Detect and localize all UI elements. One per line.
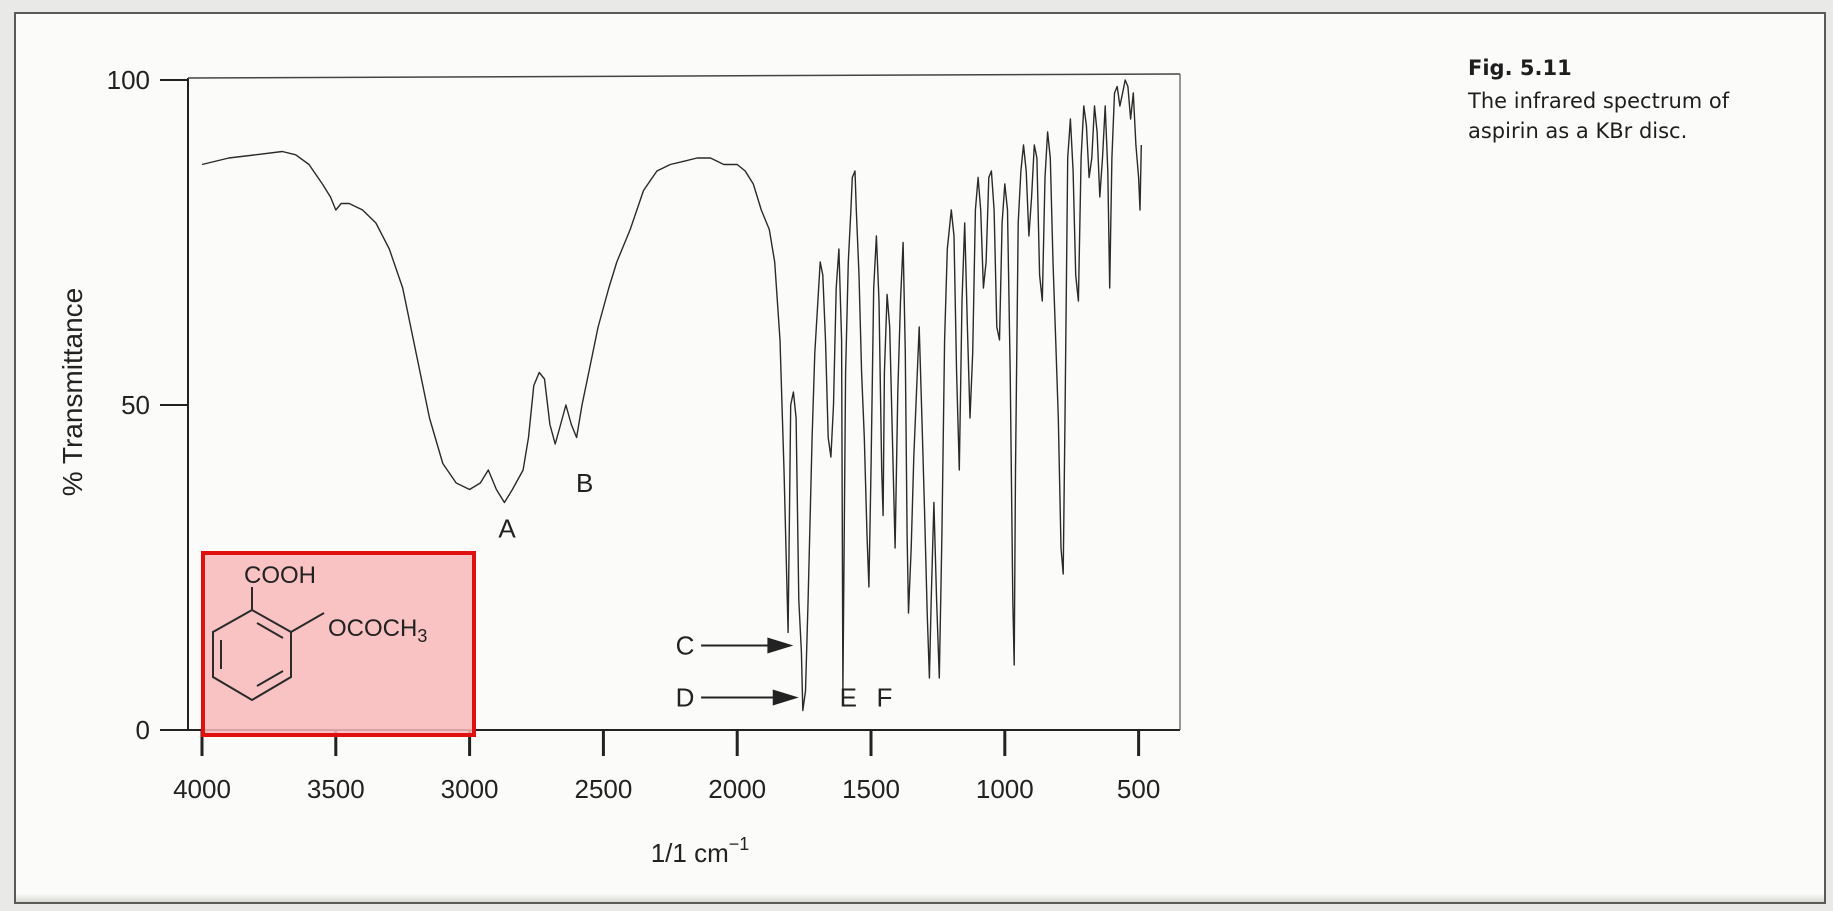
peak-annotations: A B CD E F	[498, 468, 892, 713]
annotation-A: A	[498, 514, 516, 544]
aspirin-structure-box: COOH OCOCH3	[201, 551, 476, 737]
x-tick-label-3500: 3500	[307, 774, 365, 804]
y-axis-label: % Transmittance	[57, 288, 88, 497]
y-tick-label-0: 0	[136, 715, 150, 745]
x-ticks: 4000 3500 3000 2500 2000 1500 1000 500	[173, 730, 1160, 804]
highlight-box	[201, 551, 476, 737]
annotation-arrowhead-C	[767, 637, 794, 654]
y-tick-label-50: 50	[121, 390, 150, 420]
x-tick-label-500: 500	[1117, 774, 1160, 804]
y-ticks: 0 50 100	[107, 65, 188, 745]
x-tick-label-2500: 2500	[574, 774, 632, 804]
structure-group-side-main: OCOCH	[328, 615, 417, 642]
y-tick-label-100: 100	[107, 65, 150, 95]
structure-group-side-subscript: 3	[417, 626, 427, 646]
annotation-E: E	[840, 683, 857, 713]
spectrum-trace	[201, 79, 1142, 712]
x-tick-label-1000: 1000	[976, 774, 1034, 804]
x-axis-label-superscript: −1	[729, 834, 750, 854]
structure-group-top: COOH	[244, 562, 316, 589]
figure-caption: The infrared spectrum of aspirin as a KB…	[1468, 89, 1730, 143]
structure-group-side: OCOCH3	[328, 615, 427, 646]
aspirin-structure-icon	[212, 587, 325, 702]
x-tick-label-2000: 2000	[708, 774, 766, 804]
annotation-F: F	[876, 683, 892, 713]
figure-number: Fig. 5.11	[1468, 56, 1572, 80]
x-tick-label-1500: 1500	[842, 774, 900, 804]
annotation-arrowhead-D	[772, 689, 799, 706]
x-tick-label-3000: 3000	[441, 774, 499, 804]
annotation-C: C	[676, 631, 695, 661]
x-axis-label-main: 1/1 cm	[651, 838, 729, 868]
x-axis-label: 1/1 cm−1	[651, 834, 750, 868]
annotation-B: B	[576, 468, 593, 498]
page-edge-shadow	[16, 894, 1824, 902]
textbook-page	[14, 12, 1826, 904]
x-tick-label-4000: 4000	[173, 774, 231, 804]
plot-frame-top	[187, 73, 1181, 79]
annotation-D: D	[676, 683, 695, 713]
